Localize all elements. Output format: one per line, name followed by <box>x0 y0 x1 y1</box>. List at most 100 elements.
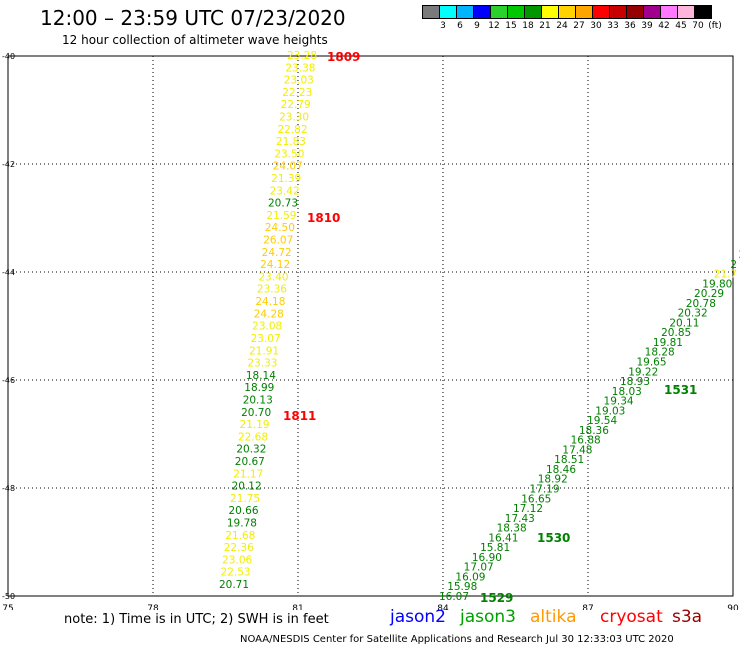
legend-swatch <box>694 5 712 19</box>
wave-height-label: 23.42 <box>270 185 300 197</box>
legend-label: 42 <box>658 21 670 31</box>
wave-height-label: 21.83 <box>276 136 306 148</box>
wave-height-label: 19.03 <box>595 405 625 417</box>
wave-height-label: 23.06 <box>222 554 252 566</box>
wave-height-label: 2 <box>730 259 737 271</box>
time-label: 1811 <box>283 409 316 423</box>
wave-height-label: 19.22 <box>628 366 658 378</box>
wave-height-label: 18.46 <box>546 464 576 476</box>
wave-height-label: 15.98 <box>447 581 477 593</box>
wave-height-label: 23.50 <box>274 148 304 160</box>
wave-height-label: 16.09 <box>455 571 485 583</box>
wave-height-label: 18.28 <box>645 347 675 359</box>
wave-height-label: 23.07 <box>251 333 281 345</box>
latitude-label: -50 <box>2 592 15 601</box>
wave-height-label: 23.28 <box>287 50 317 62</box>
legend-label: 70 <box>692 21 704 31</box>
wave-height-label: 21.17 <box>233 468 263 480</box>
time-label: 1810 <box>307 211 340 225</box>
wave-height-label: 22.36 <box>224 542 254 554</box>
wave-height-label: 23.36 <box>257 284 287 296</box>
time-label: 1529 <box>480 591 513 605</box>
wave-height-label: 22.79 <box>281 99 311 111</box>
wave-height-label: 18.92 <box>538 474 568 486</box>
legend-label: 33 <box>607 21 619 31</box>
latitude-label: -46 <box>2 376 15 385</box>
wave-height-label: 21.75 <box>230 493 260 505</box>
wave-height-label: 20.70 <box>241 407 271 419</box>
legend-label: 39 <box>641 21 653 31</box>
legend-label: 30 <box>590 21 602 31</box>
wave-height-label: 24.18 <box>255 296 285 308</box>
wave-height-label: 20.32 <box>678 308 708 320</box>
wave-height-label: 20.11 <box>669 317 699 329</box>
credit-line: NOAA/NESDIS Center for Satellite Applica… <box>240 634 674 645</box>
wave-height-label: 23.33 <box>247 358 277 370</box>
legend-label: 36 <box>624 21 636 31</box>
satellite-cryosat-label: cryosat <box>600 607 663 627</box>
wave-height-label: 17.48 <box>562 444 592 456</box>
wave-height-label: 18.51 <box>554 454 584 466</box>
wave-height-label: 20.73 <box>268 198 298 210</box>
legend-label: 45 <box>675 21 687 31</box>
wave-height-label: 22.23 <box>282 87 312 99</box>
wave-height-label: 21.39 <box>271 173 301 185</box>
wave-height-label: 23.40 <box>259 271 289 283</box>
time-label: 1809 <box>327 50 360 64</box>
wave-height-label: 17.07 <box>464 562 494 574</box>
latitude-label: -42 <box>2 160 15 169</box>
longitude-label: 78 <box>147 604 159 610</box>
wave-height-label: 19.81 <box>653 337 683 349</box>
wave-height-label: 16.41 <box>488 532 518 544</box>
legend-label: 18 <box>522 21 534 31</box>
wave-height-label: 16.88 <box>571 435 601 447</box>
wave-height-label: 20.78 <box>686 298 716 310</box>
satellite-s3a-label: s3a <box>672 607 703 627</box>
legend-label: 3 <box>440 21 446 31</box>
wave-height-label: 18.14 <box>246 370 276 382</box>
wave-height-label: 15.81 <box>480 542 510 554</box>
color-scale-legend: 3 6 9 12 15 18 21 24 27 30 33 36 39 42 45 70 (ft) <box>422 5 740 33</box>
wave-height-label: 19.80 <box>702 278 732 290</box>
wave-height-label: 17.19 <box>529 484 559 496</box>
wave-height-label: 2 <box>739 249 740 261</box>
wave-height-label: 20.85 <box>661 327 691 339</box>
longitude-label: 84 <box>437 604 449 610</box>
wave-height-label: 18.36 <box>579 425 609 437</box>
wave-height-label: 17.43 <box>505 513 535 525</box>
wave-height-label: 17.12 <box>513 503 543 515</box>
legend-label: 15 <box>505 21 517 31</box>
wave-height-label: 21.59 <box>266 210 296 222</box>
wave-height-label: 19.65 <box>636 356 666 368</box>
wave-height-label: 19.78 <box>227 517 257 529</box>
wave-height-label: 24.72 <box>262 247 292 259</box>
wave-height-label: 20.12 <box>232 481 262 493</box>
wave-height-label: 22.68 <box>238 431 268 443</box>
legend-label: (ft) <box>708 21 722 31</box>
longitude-label: 81 <box>292 604 303 610</box>
longitude-label: 75 <box>2 604 13 610</box>
wave-height-label: 20.32 <box>236 444 266 456</box>
latitude-label: -40 <box>2 52 15 61</box>
wave-height-label: 24.28 <box>254 308 284 320</box>
wave-height-label: 20.66 <box>228 505 258 517</box>
wave-height-label: 16.90 <box>472 552 502 564</box>
wave-height-label: 16.65 <box>521 493 551 505</box>
wave-height-label: 22.53 <box>221 567 251 579</box>
legend-label: 27 <box>573 21 585 31</box>
wave-height-label: 20.29 <box>694 288 724 300</box>
time-label: 1530 <box>537 531 570 545</box>
satellite-altika-label: altika <box>530 607 577 627</box>
wave-height-label: 18.99 <box>244 382 274 394</box>
wave-height-label: 16.07 <box>439 591 469 603</box>
wave-height-map: 23.2823.3823.0322.2322.7923.3022.8221.83… <box>2 50 740 610</box>
wave-height-label: 23.38 <box>285 62 315 74</box>
latitude-label: -48 <box>2 484 15 493</box>
wave-height-label: 23.08 <box>252 321 282 333</box>
page-subtitle: 12 hour collection of altimeter wave hei… <box>62 33 328 47</box>
wave-height-label: 18.93 <box>620 376 650 388</box>
wave-height-label: 21.19 <box>240 419 270 431</box>
legend-label: 6 <box>457 21 463 31</box>
wave-height-label: 21.7 <box>714 269 737 281</box>
wave-height-label: 20.67 <box>235 456 265 468</box>
